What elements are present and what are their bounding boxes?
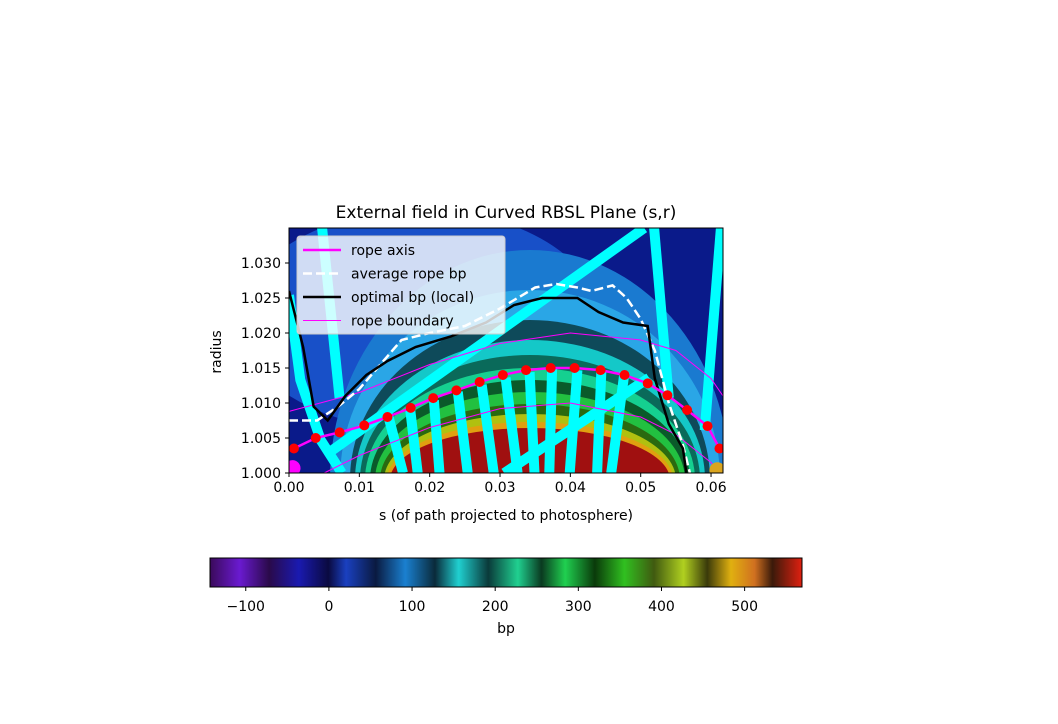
field-line	[606, 371, 630, 473]
y-tick-label: 1.025	[241, 291, 281, 307]
rope-point	[334, 427, 345, 438]
y-tick-label: 1.010	[241, 396, 281, 412]
rope-point	[428, 393, 439, 404]
rope-point	[662, 390, 673, 401]
y-tick-label: 1.000	[241, 466, 281, 482]
legend-label: average rope bp	[351, 267, 467, 283]
colorbar-tick-label: 200	[482, 599, 509, 615]
rope-point	[451, 385, 462, 396]
colorbar-tick-label: −100	[227, 599, 265, 615]
legend-label: rope axis	[351, 243, 415, 259]
rope-point	[569, 363, 580, 373]
x-tick-label: 0.01	[344, 480, 375, 496]
x-tick-label: 0.03	[484, 480, 515, 496]
y-axis-label: radius	[209, 330, 225, 373]
y-tick-label: 1.005	[241, 431, 281, 447]
y-tick-label: 1.015	[241, 361, 281, 377]
rope-point	[619, 370, 630, 380]
rope-point	[359, 420, 370, 431]
rope-point	[642, 378, 653, 389]
colorbar-tick-label: 300	[565, 599, 592, 615]
colorbar-tick-label: 500	[731, 599, 758, 615]
rope-point	[714, 443, 723, 454]
rope-point	[545, 363, 556, 373]
rope-point	[521, 365, 532, 376]
field-line	[428, 399, 445, 473]
field-line	[405, 407, 423, 473]
y-tick-label: 1.020	[241, 326, 281, 342]
rope-point	[382, 412, 393, 422]
field-line	[592, 371, 607, 473]
field-line	[564, 369, 583, 473]
rope-point	[497, 370, 508, 380]
rope-point	[310, 433, 321, 443]
field-line	[500, 377, 523, 473]
field-line	[524, 371, 540, 473]
field-line	[544, 368, 558, 473]
rope-point	[474, 377, 485, 387]
field-line	[452, 391, 473, 473]
field-line	[289, 294, 347, 473]
series-line	[289, 332, 723, 473]
rope-point	[702, 421, 713, 432]
legend-label: optimal bp (local)	[351, 290, 474, 306]
colorbar-tick-label: 100	[399, 599, 426, 615]
x-tick-label: 0.04	[555, 480, 586, 496]
colorbar-tick-label: 0	[324, 599, 333, 615]
rope-point	[289, 443, 299, 454]
y-tick-label: 1.030	[241, 256, 281, 272]
footpoint	[289, 460, 301, 473]
legend-label: rope boundary	[351, 314, 454, 330]
rope-point	[595, 365, 606, 376]
footpoint	[709, 462, 723, 473]
rope-point	[682, 405, 693, 415]
field-line	[699, 228, 723, 431]
legend-box	[296, 235, 506, 335]
colorbar-tick-label: 400	[648, 599, 675, 615]
colorbar-label: bp	[497, 621, 515, 637]
x-tick-label: 0.02	[414, 480, 445, 496]
x-tick-label: 0.00	[273, 480, 304, 496]
field-line	[382, 411, 408, 473]
chart-title: External field in Curved RBSL Plane (s,r…	[336, 203, 677, 223]
field-line	[326, 228, 648, 457]
rope-point	[405, 402, 416, 413]
x-tick-label: 0.05	[625, 480, 656, 496]
field-line	[476, 384, 499, 473]
axes-frame	[288, 227, 724, 474]
legend: rope axis average rope bp optimal bp (loca…	[296, 235, 506, 335]
field-line	[649, 228, 674, 399]
series-line	[289, 282, 692, 473]
colorbar	[209, 557, 803, 588]
x-axis-label: s (of path projected to photosphere)	[379, 508, 633, 524]
x-tick-label: 0.06	[695, 480, 726, 496]
